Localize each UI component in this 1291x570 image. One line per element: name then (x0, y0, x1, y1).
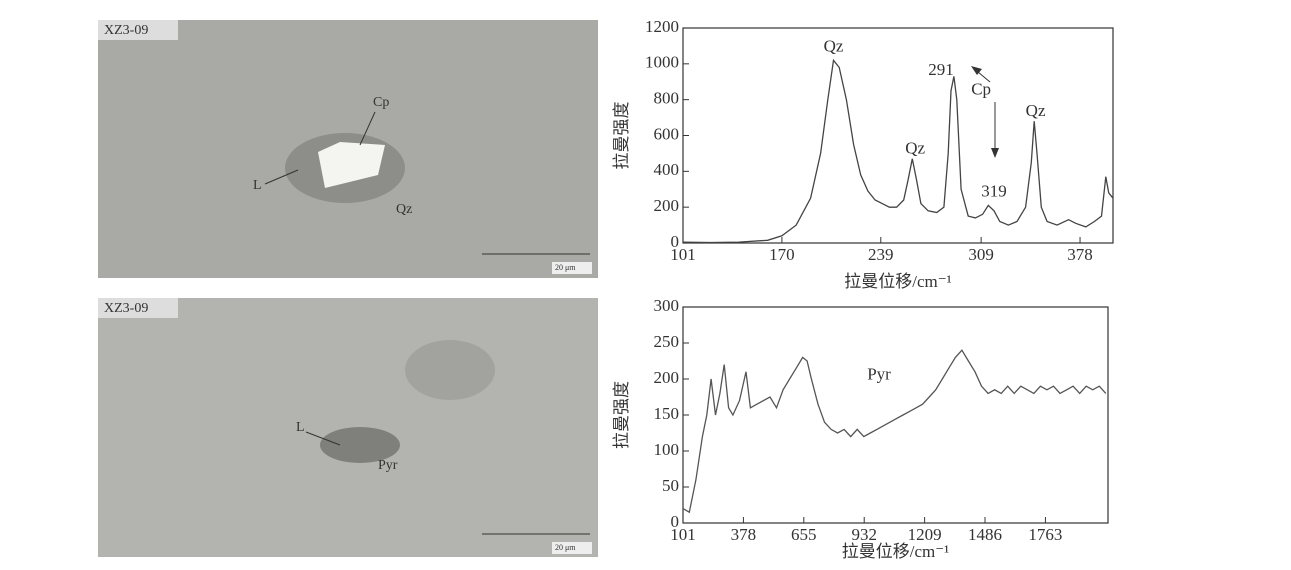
grain (318, 142, 385, 188)
sample-label: XZ3-09 (104, 23, 148, 38)
x-tick-label: 378 (731, 525, 757, 544)
x-tick-label: 932 (851, 525, 877, 544)
y-tick-label: 600 (654, 124, 680, 143)
arrow-head (971, 66, 982, 75)
y-tick-label: 200 (654, 196, 680, 215)
sample-label: XZ3-09 (104, 301, 148, 316)
arrow-head (991, 148, 999, 158)
y-tick-label: 250 (654, 332, 680, 351)
y-axis-label: 拉曼强度 (612, 102, 631, 170)
x-tick-label: 1209 (908, 525, 942, 544)
scale-label: 20 μm (555, 543, 576, 552)
texture (405, 340, 495, 400)
scale-tag (552, 262, 592, 274)
y-tick-label: 300 (654, 296, 680, 315)
x-tick-label: 1486 (968, 525, 1002, 544)
pointer (264, 169, 299, 185)
sample-tag (98, 298, 178, 318)
grain (320, 427, 400, 463)
x-tick-label: 101 (670, 245, 696, 264)
peak-label: 319 (981, 182, 1007, 201)
y-tick-label: 1200 (645, 17, 679, 36)
y-tick-label: 100 (654, 440, 680, 459)
mineral-label: Qz (396, 202, 412, 217)
peak-label: Qz (1026, 101, 1046, 120)
plot-frame (682, 27, 1114, 244)
micrograph-background (98, 298, 598, 557)
y-tick-label: 0 (671, 512, 680, 531)
y-tick-label: 150 (654, 404, 680, 423)
x-axis-label: 拉曼位移/cm⁻¹ (844, 272, 952, 291)
mineral-label: Pyr (378, 458, 398, 473)
peak-label: 291 (928, 60, 954, 79)
x-tick-label: 309 (968, 245, 994, 264)
x-tick-label: 1763 (1028, 525, 1062, 544)
spectrum-line (682, 349, 1107, 514)
sample-tag (98, 20, 178, 40)
mineral-label: Cp (373, 95, 389, 110)
y-tick-label: 800 (654, 89, 680, 108)
mineral-label: L (253, 178, 262, 193)
y-tick-label: 1000 (645, 53, 679, 72)
spectrum-line (682, 58, 1114, 244)
y-tick-label: 400 (654, 160, 680, 179)
micrograph: XZ3-09 L Pyr 20 μm (98, 298, 598, 557)
scale-label: 20 μm (555, 263, 576, 272)
pointer (305, 431, 341, 446)
x-tick-label: 378 (1067, 245, 1093, 264)
pointer (359, 111, 376, 146)
y-tick-label: 0 (671, 232, 680, 251)
plot-frame (682, 306, 1109, 524)
x-axis-label: 拉曼位移/cm⁻¹ (842, 542, 950, 561)
arrow (977, 71, 991, 83)
x-tick-label: 170 (769, 245, 795, 264)
y-tick-label: 50 (662, 476, 679, 495)
peak-label: Qz (905, 139, 925, 158)
peak-label: Cp (971, 80, 991, 99)
x-tick-label: 655 (791, 525, 817, 544)
peak-label: Qz (824, 37, 844, 56)
x-tick-label: 101 (670, 525, 696, 544)
x-tick-label: 239 (868, 245, 894, 264)
y-axis-label: 拉曼强度 (612, 381, 631, 449)
scale-tag (552, 542, 592, 554)
micrograph: XZ3-09 Cp L Qz 20 μm (98, 20, 598, 278)
y-tick-label: 200 (654, 368, 680, 387)
mineral-label: L (296, 420, 305, 435)
peak-label: Pyr (867, 364, 891, 383)
